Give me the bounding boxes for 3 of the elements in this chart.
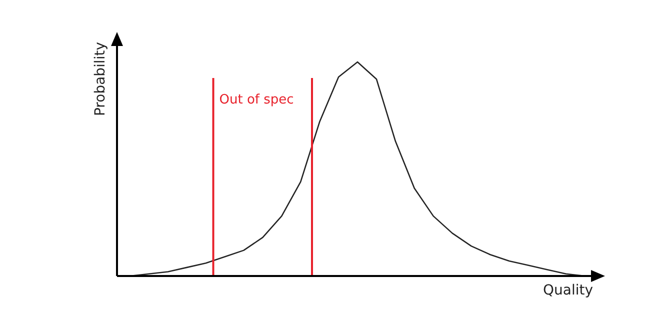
x-axis-title: Quality — [542, 282, 593, 299]
y-axis-title: Probability — [92, 42, 109, 116]
annotation: Out of spec — [219, 92, 294, 108]
